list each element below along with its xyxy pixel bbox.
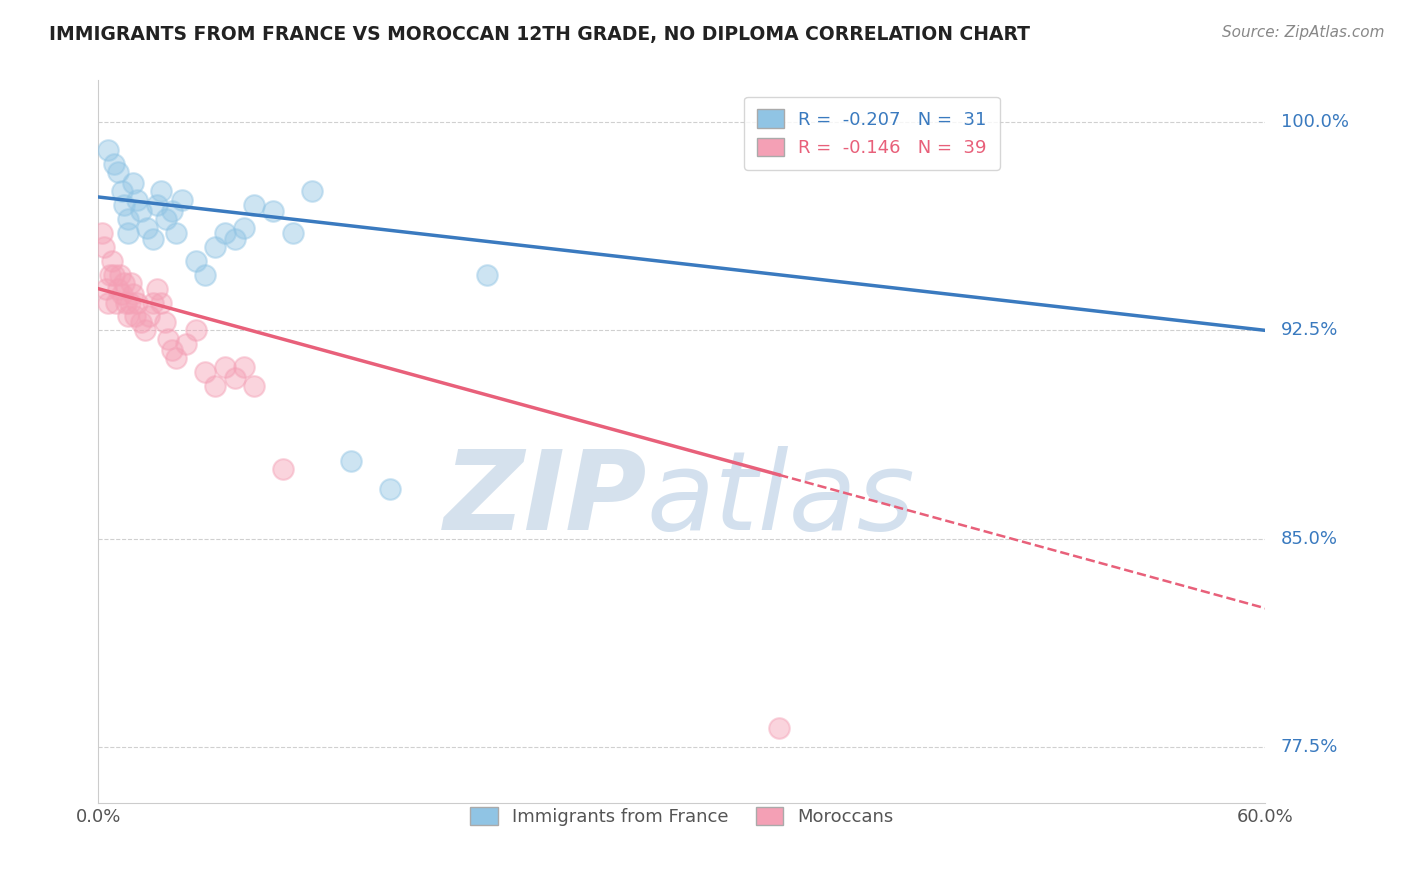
Point [214,359,236,374]
Legend: Immigrants from France, Moroccans: Immigrants from France, Moroccans [460,796,904,837]
Point [224,370,246,384]
Text: 77.5%: 77.5% [1281,739,1339,756]
Point [243,379,266,393]
Point [204,240,226,254]
Text: IMMIGRANTS FROM FRANCE VS MOROCCAN 12TH GRADE, NO DIPLOMA CORRELATION CHART: IMMIGRANTS FROM FRANCE VS MOROCCAN 12TH … [49,25,1031,44]
Point [98,268,121,282]
Point [146,198,169,212]
Text: Source: ZipAtlas.com: Source: ZipAtlas.com [1222,25,1385,40]
Point [114,295,136,310]
Point [184,323,207,337]
Point [243,198,266,212]
Point [134,323,156,337]
Point [108,268,131,282]
Point [117,310,139,324]
Point [111,185,134,199]
Point [97,143,120,157]
Point [127,193,149,207]
Point [142,295,165,310]
Point [142,232,165,246]
Point [138,310,160,324]
Point [96,282,118,296]
Point [281,226,304,240]
Point [93,240,115,254]
Point [157,332,180,346]
Text: 92.5%: 92.5% [1281,321,1339,339]
Point [262,203,284,218]
Point [112,198,135,212]
Point [121,276,143,290]
Point [101,254,124,268]
Point [104,295,127,310]
Point [153,315,176,329]
Point [170,193,193,207]
Point [194,268,217,282]
Point [122,176,145,190]
Point [118,295,141,310]
Point [155,212,177,227]
Point [204,379,226,393]
Point [214,226,236,240]
Point [301,185,323,199]
Text: atlas: atlas [647,446,915,553]
Point [224,232,246,246]
Point [233,220,256,235]
Point [194,365,217,379]
Point [117,226,139,240]
Point [107,282,129,296]
Point [136,220,159,235]
Point [127,295,149,310]
Point [97,295,120,310]
Point [117,212,139,227]
Point [103,156,125,170]
Point [380,482,402,496]
Point [91,226,114,240]
Point [149,185,172,199]
Text: ZIP: ZIP [443,446,647,553]
Point [174,337,197,351]
Point [129,203,152,218]
Text: 85.0%: 85.0% [1281,530,1339,548]
Text: 100.0%: 100.0% [1281,113,1348,131]
Point [112,276,135,290]
Point [149,295,172,310]
Point [184,254,207,268]
Point [107,165,129,179]
Point [768,721,790,735]
Point [162,203,184,218]
Point [340,454,363,468]
Point [146,282,169,296]
Point [165,351,187,366]
Point [477,268,499,282]
Point [162,343,184,357]
Point [129,315,152,329]
Point [233,359,256,374]
Point [111,287,134,301]
Point [103,268,125,282]
Point [271,462,294,476]
Point [124,310,146,324]
Point [122,287,145,301]
Point [165,226,187,240]
